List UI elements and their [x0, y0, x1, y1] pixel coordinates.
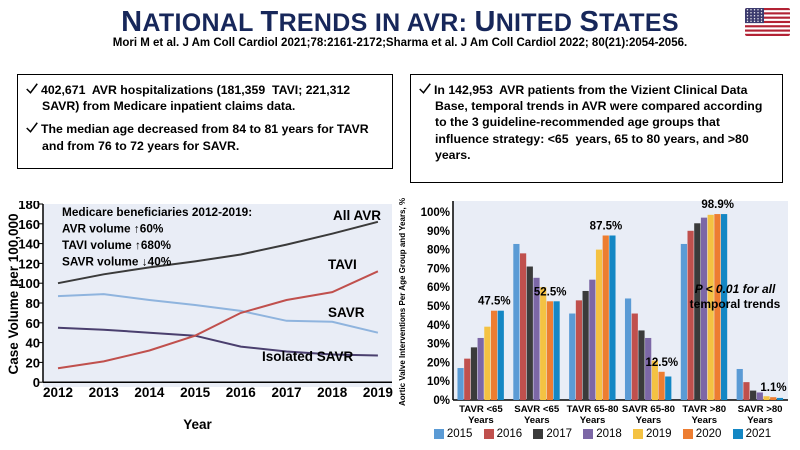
svg-text:TAVR 65-80: TAVR 65-80: [567, 404, 619, 415]
svg-text:P < 0.01 for all: P < 0.01 for all: [695, 282, 776, 296]
svg-text:2012: 2012: [43, 385, 73, 400]
svg-text:70%: 70%: [427, 263, 450, 275]
svg-text:Years: Years: [691, 415, 717, 426]
svg-text:10%: 10%: [427, 376, 450, 388]
svg-text:40: 40: [26, 336, 40, 351]
svg-text:2017: 2017: [271, 385, 301, 400]
svg-text:47.5%: 47.5%: [478, 296, 511, 308]
svg-text:98.9%: 98.9%: [701, 199, 734, 211]
svg-text:Years: Years: [636, 415, 662, 426]
svg-text:All AVR: All AVR: [333, 208, 381, 223]
svg-text:2013: 2013: [89, 385, 120, 400]
svg-text:2019: 2019: [363, 385, 393, 400]
svg-text:Years: Years: [468, 415, 494, 426]
svg-text:40%: 40%: [427, 320, 450, 332]
svg-text:0: 0: [33, 375, 40, 390]
svg-text:Years: Years: [524, 415, 550, 426]
svg-text:50%: 50%: [427, 301, 450, 313]
svg-text:SAVR: SAVR: [328, 305, 365, 320]
svg-text:AVR volume ↑60%: AVR volume ↑60%: [62, 222, 164, 236]
svg-text:80%: 80%: [427, 245, 450, 257]
svg-text:52.5%: 52.5%: [534, 286, 567, 298]
svg-text:87.5%: 87.5%: [590, 221, 623, 233]
svg-text:Years: Years: [747, 415, 773, 426]
svg-text:temporal trends: temporal trends: [690, 297, 781, 311]
svg-text:20%: 20%: [427, 357, 450, 369]
svg-text:2015: 2015: [180, 385, 211, 400]
svg-text:SAVR >80: SAVR >80: [738, 404, 783, 415]
svg-text:Medicare beneficiaries 2012-20: Medicare beneficiaries 2012-2019:: [62, 205, 252, 219]
svg-text:20: 20: [26, 355, 40, 370]
svg-text:SAVR volume ↓40%: SAVR volume ↓40%: [62, 255, 172, 269]
svg-text:1.1%: 1.1%: [760, 382, 786, 394]
svg-text:TAVI: TAVI: [328, 257, 357, 272]
svg-text:TAVR <65: TAVR <65: [459, 404, 503, 415]
svg-text:12.5%: 12.5%: [646, 357, 679, 369]
svg-text:SAVR <65: SAVR <65: [514, 404, 560, 415]
svg-text:2016: 2016: [226, 385, 257, 400]
svg-text:30%: 30%: [427, 339, 450, 351]
svg-text:2018: 2018: [317, 385, 348, 400]
svg-text:SAVR 65-80: SAVR 65-80: [622, 404, 675, 415]
svg-text:Years: Years: [580, 415, 606, 426]
svg-text:60%: 60%: [427, 282, 450, 294]
svg-text:90%: 90%: [427, 226, 450, 238]
svg-text:100%: 100%: [421, 207, 450, 219]
svg-text:60: 60: [26, 316, 40, 331]
svg-text:0%: 0%: [433, 395, 450, 407]
svg-text:Isolated SAVR: Isolated SAVR: [262, 349, 354, 364]
svg-text:80: 80: [26, 296, 40, 311]
svg-text:2014: 2014: [134, 385, 165, 400]
svg-text:TAVR >80: TAVR >80: [682, 404, 726, 415]
svg-text:TAVI volume ↑680%: TAVI volume ↑680%: [62, 238, 172, 252]
